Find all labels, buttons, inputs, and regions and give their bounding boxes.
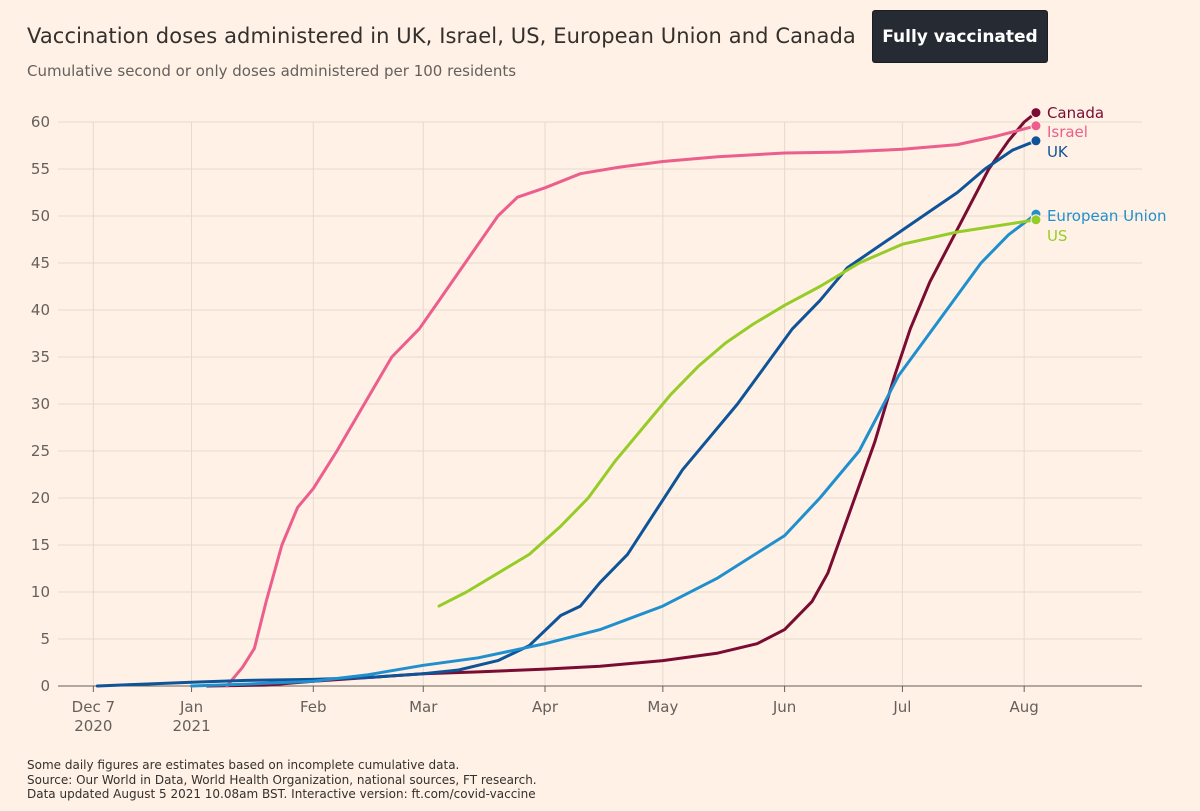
x-tick-label: Feb bbox=[300, 698, 327, 716]
series-line-european-union bbox=[190, 212, 1038, 688]
x-tick-label: Dec 7 bbox=[72, 698, 115, 716]
y-tick-label: 30 bbox=[31, 395, 50, 413]
x-tick-label: Jan bbox=[179, 698, 203, 716]
series-label: European Union bbox=[1047, 207, 1167, 225]
y-tick-label: 45 bbox=[31, 254, 50, 272]
fully-vaccinated-toggle-button[interactable]: Fully vaccinated bbox=[873, 11, 1047, 62]
x-tick-label-year: 2020 bbox=[74, 717, 112, 735]
y-tick-label: 15 bbox=[31, 536, 50, 554]
series-line-uk bbox=[95, 139, 1038, 688]
footnote-estimates: Some daily figures are estimates based o… bbox=[27, 758, 460, 772]
x-tick-label: Mar bbox=[409, 698, 438, 716]
x-tick-label-year: 2021 bbox=[172, 717, 210, 735]
series-label: US bbox=[1047, 227, 1068, 245]
x-tick-label: Aug bbox=[1010, 698, 1039, 716]
series-label: UK bbox=[1047, 143, 1069, 161]
series-endpoint bbox=[1030, 107, 1042, 119]
y-tick-label: 40 bbox=[31, 301, 50, 319]
series-label: Israel bbox=[1047, 123, 1088, 141]
series-endpoint bbox=[1030, 120, 1042, 132]
footnote-updated: Data updated August 5 2021 10.08am BST. … bbox=[27, 787, 536, 801]
y-tick-label: 55 bbox=[31, 160, 50, 178]
series-label: Canada bbox=[1047, 104, 1104, 122]
y-tick-label: 35 bbox=[31, 348, 50, 366]
y-tick-label: 10 bbox=[31, 583, 50, 601]
x-tick-label: Jul bbox=[892, 698, 911, 716]
series-line-canada bbox=[205, 111, 1038, 688]
y-tick-label: 20 bbox=[31, 489, 50, 507]
y-tick-label: 25 bbox=[31, 442, 50, 460]
series-line-israel bbox=[225, 124, 1038, 688]
y-tick-label: 5 bbox=[40, 630, 50, 648]
series-endpoint bbox=[1030, 214, 1042, 226]
y-tick-label: 0 bbox=[40, 677, 50, 695]
footnote-source: Source: Our World in Data, World Health … bbox=[27, 772, 537, 787]
y-tick-label: 60 bbox=[31, 113, 50, 131]
x-tick-label: Apr bbox=[532, 698, 559, 716]
footnotes: Some daily figures are estimates based o… bbox=[27, 758, 537, 802]
chart-subtitle: Cumulative second or only doses administ… bbox=[27, 62, 517, 80]
chart-title: Vaccination doses administered in UK, Is… bbox=[27, 24, 856, 48]
x-tick-label: May bbox=[647, 698, 678, 716]
y-tick-label: 50 bbox=[31, 207, 50, 225]
series-line-us bbox=[437, 218, 1038, 608]
x-tick-label: Jun bbox=[772, 698, 796, 716]
series-endpoint bbox=[1030, 135, 1042, 147]
